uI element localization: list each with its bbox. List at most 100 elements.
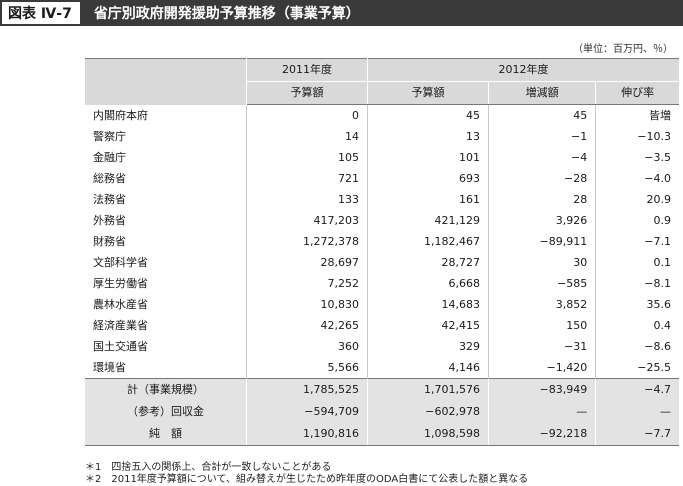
budget-2012-cell: 6,668 [367, 273, 489, 294]
ministry-name-cell: 経済産業省 [85, 315, 247, 336]
table-row: 文部科学省 28,697 28,727 30 0.1 [85, 252, 679, 273]
footnote: ＊2 2011年度予算額について、組み替えが生じたため昨年度のODA白書にて公表… [85, 474, 529, 485]
ministry-name-cell: 計（事業規模） [85, 378, 247, 401]
ministry-name-cell: 総務省 [85, 168, 247, 189]
ministry-name-cell: 金融庁 [85, 147, 247, 168]
growth-rate-cell: −25.5 [637, 361, 671, 374]
growth-rate-cell: 35.6 [646, 298, 672, 311]
summary-row: 計（事業規模） 1,785,525 1,701,576 −83,949 −4.7 [85, 378, 679, 401]
table-row: 環境省 5,566 4,146 −1,420 −25.5 [85, 357, 679, 379]
growth-rate-cell: −10.3 [637, 130, 671, 143]
unit-note: （単位：百万円、％） [573, 44, 673, 55]
budget-2011-cell: 133 [246, 189, 368, 210]
budget-2011-cell: 417,203 [246, 210, 368, 231]
header-blank-cell [85, 58, 247, 105]
ministry-name-cell: 文部科学省 [85, 252, 247, 273]
ministry-name-cell: 国土交通省 [85, 336, 247, 357]
growth-rate-cell: −3.5 [644, 151, 671, 164]
budget-2011-cell: 360 [246, 336, 368, 357]
summary-row: （参考）回収金 −594,709 −602,978— — [85, 401, 679, 423]
budget-2012-cell: 28,727 [367, 252, 489, 273]
table-row: 財務省 1,272,378 1,182,467 −89,911 −7.1 [85, 231, 679, 252]
header-budget-2012: 予算額 [367, 81, 489, 105]
change-amount-cell: 28 [488, 189, 597, 210]
header-year-2012: 2012年度 [367, 58, 679, 82]
ministry-name-cell: 警察庁 [85, 126, 247, 147]
summary-row: 純 額 1,190,816 1,098,598 −92,218 −7.7 [85, 423, 679, 446]
table-row: 外務省 417,203 421,129 3,926 0.9 [85, 210, 679, 231]
budget-2012-cell: 1,182,467 [367, 231, 489, 252]
table-body: 内閣府本府 0 45 45 皆増 警察庁 14 13 −1 −10.3 金融庁 105 101 −4 −3.… [85, 104, 679, 446]
budget-2012-cell: 1,098,598 [367, 423, 489, 446]
budget-2011-cell: 1,785,525 [246, 378, 368, 401]
budget-2012-cell: 45 [367, 104, 489, 126]
growth-rate-cell: −8.6 [644, 340, 671, 353]
budget-2011-cell: −594,709 [246, 401, 368, 423]
table-row: 金融庁 105 101 −4 −3.5 [85, 147, 679, 168]
change-amount-cell: −83,949 [488, 378, 597, 401]
growth-rate-cell: −7.1 [644, 235, 671, 248]
budget-2012-cell: 421,129 [367, 210, 489, 231]
change-amount-cell: −31 [488, 336, 597, 357]
budget-2012-cell: −602,978 [367, 401, 489, 423]
growth-rate-cell: 0.1 [653, 256, 672, 269]
ministry-name-cell: 財務省 [85, 231, 247, 252]
growth-rate-cell: −7.7 [595, 423, 679, 446]
change-amount-cell: −28 [488, 168, 597, 189]
change-amount-cell: 3,852 [488, 294, 597, 315]
budget-2012-cell: 101 [367, 147, 489, 168]
table-row: 総務省 721 693 −28 −4.0 [85, 168, 679, 189]
budget-2012-cell: 42,415 [367, 315, 489, 336]
budget-2011-cell: 28,697 [246, 252, 368, 273]
footnotes: ＊1 四捨五入の関係上、合計が一致しないことがある ＊2 2011年度予算額につ… [85, 462, 528, 486]
footnote: ＊1 四捨五入の関係上、合計が一致しないことがある [85, 462, 332, 473]
table-row: 厚生労働省 7,252 6,668 −585 −8.1 [85, 273, 679, 294]
figure-title-bar: 図表 Ⅳ-7 省庁別政府開発援助予算推移（事業予算） [0, 0, 683, 26]
growth-rate-cell: 0.4 [653, 319, 672, 332]
table-row: 経済産業省 42,265 42,415 150 0.4 [85, 315, 679, 336]
figure-title: 省庁別政府開発援助予算推移（事業予算） [93, 6, 360, 22]
growth-rate-cell: −8.1 [644, 277, 671, 290]
ministry-name-cell: （参考）回収金 [85, 401, 247, 423]
growth-rate-cell: −4.0 [644, 172, 671, 185]
budget-2011-cell: 0 [246, 104, 368, 126]
change-amount-cell: −4 [488, 147, 597, 168]
change-amount-cell: −1,420 [488, 357, 597, 379]
growth-rate-cell: — [595, 401, 679, 423]
change-amount-cell: 3,926 [488, 210, 597, 231]
growth-rate-cell: 皆増 [649, 109, 671, 122]
ministry-name-cell: 純 額 [85, 423, 247, 446]
change-amount-cell: −1 [488, 126, 597, 147]
header-budget-2011: 予算額 [246, 81, 368, 105]
budget-2012-cell: 693 [367, 168, 489, 189]
growth-rate-cell: −4.7 [595, 378, 679, 401]
ministry-name-cell: 法務省 [85, 189, 247, 210]
budget-2011-cell: 5,566 [246, 357, 368, 379]
ministry-name-cell: 内閣府本府 [85, 104, 247, 126]
budget-2011-cell: 7,252 [246, 273, 368, 294]
header-change-amount: 増減額 [488, 81, 597, 105]
budget-2011-cell: 105 [246, 147, 368, 168]
change-amount-cell: 45 [488, 104, 597, 126]
header-growth-rate: 伸び率 [595, 81, 679, 105]
change-amount-cell: 150 [488, 315, 597, 336]
table-row: 農林水産省 10,830 14,683 3,852 35.6 [85, 294, 679, 315]
budget-2012-cell: 4,146 [367, 357, 489, 379]
ministry-name-cell: 外務省 [85, 210, 247, 231]
header-row-subcolumns: 予算額 予算額 増減額 伸び率 [85, 81, 679, 105]
table-row: 内閣府本府 0 45 45 皆増 [85, 104, 679, 126]
change-amount-cell: — [488, 401, 597, 423]
ministry-name-cell: 農林水産省 [85, 294, 247, 315]
budget-2012-cell: 14,683 [367, 294, 489, 315]
table-row: 国土交通省 360 329 −31 −8.6 [85, 336, 679, 357]
budget-2011-cell: 42,265 [246, 315, 368, 336]
table-row: 警察庁 14 13 −1 −10.3 [85, 126, 679, 147]
budget-2011-cell: 1,272,378 [246, 231, 368, 252]
budget-2011-cell: 10,830 [246, 294, 368, 315]
budget-2012-cell: 13 [367, 126, 489, 147]
ministry-name-cell: 環境省 [85, 357, 247, 379]
growth-rate-cell: 20.9 [646, 193, 672, 206]
header-year-2011: 2011年度 [246, 58, 368, 82]
budget-2011-cell: 721 [246, 168, 368, 189]
table-row: 法務省 133 161 28 20.9 [85, 189, 679, 210]
